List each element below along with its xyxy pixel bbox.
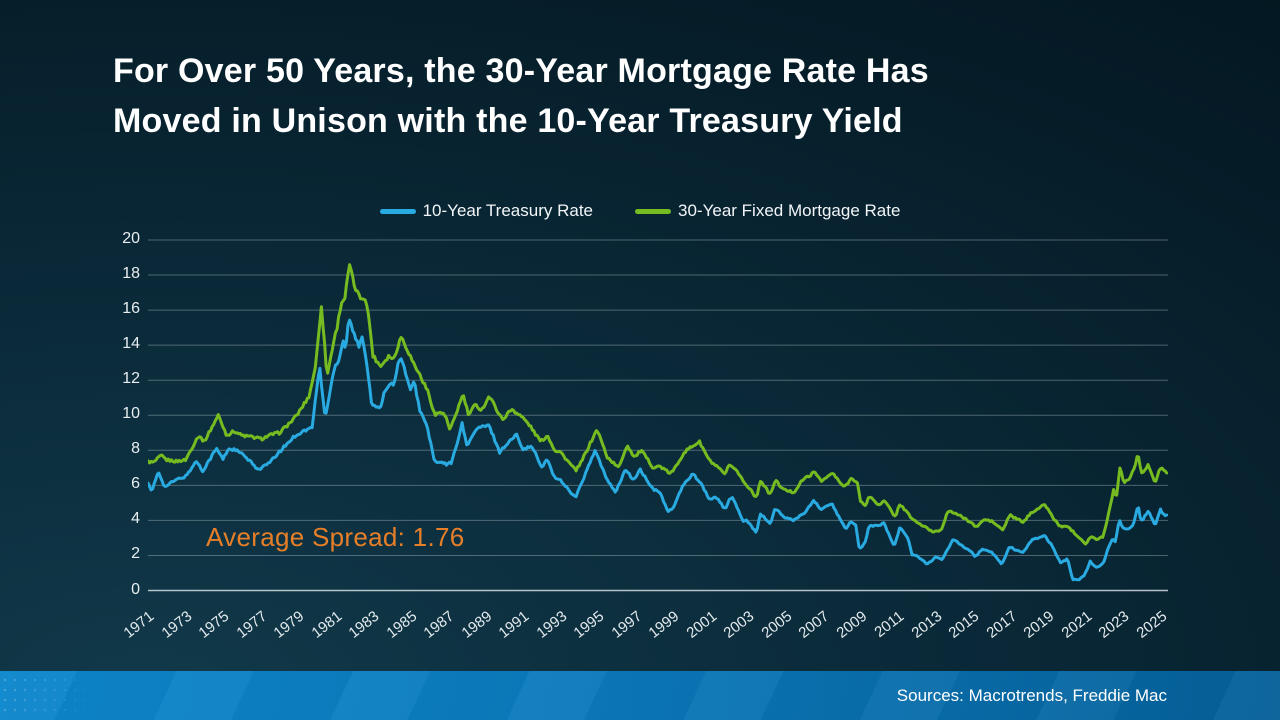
average-spread-annotation: Average Spread: 1.76 xyxy=(206,522,465,552)
y-tick-16: 16 xyxy=(122,300,140,318)
legend-item-treasury: 10-Year Treasury Rate xyxy=(379,201,594,221)
y-tick-2: 2 xyxy=(131,545,140,563)
y-tick-8: 8 xyxy=(131,440,140,458)
legend-item-mortgage: 30-Year Fixed Mortgage Rate xyxy=(635,201,900,221)
sources-text: Sources: Macrotrends, Freddie Mac xyxy=(896,685,1167,705)
mortgage-line-swatch-icon xyxy=(635,208,672,214)
footer-dots-pattern-icon xyxy=(0,675,120,717)
series-line-1 xyxy=(148,263,1168,546)
legend-label-treasury: 10-Year Treasury Rate xyxy=(422,201,594,220)
slide-title: For Over 50 Years, the 30-Year Mortgage … xyxy=(113,46,1173,146)
legend-label-mortgage: 30-Year Fixed Mortgage Rate xyxy=(678,201,901,220)
slide-title-line2: Moved in Unison with the 10-Year Treasur… xyxy=(113,102,903,140)
y-tick-14: 14 xyxy=(122,335,140,353)
y-tick-20: 20 xyxy=(122,230,140,247)
y-tick-0: 0 xyxy=(131,580,140,598)
y-tick-4: 4 xyxy=(131,510,140,528)
y-tick-18: 18 xyxy=(122,265,140,283)
footer-bar: Sources: Macrotrends, Freddie Mac xyxy=(0,671,1280,720)
slide-title-line1: For Over 50 Years, the 30-Year Mortgage … xyxy=(113,52,929,90)
y-tick-12: 12 xyxy=(122,370,140,388)
chart-legend: 10-Year Treasury Rate 30-Year Fixed Mort… xyxy=(0,201,1280,221)
treasury-line-swatch-icon xyxy=(379,208,416,214)
y-tick-10: 10 xyxy=(122,405,140,423)
series-line-0 xyxy=(148,318,1168,582)
y-tick-6: 6 xyxy=(131,475,140,493)
rates-line-chart xyxy=(148,239,1168,592)
